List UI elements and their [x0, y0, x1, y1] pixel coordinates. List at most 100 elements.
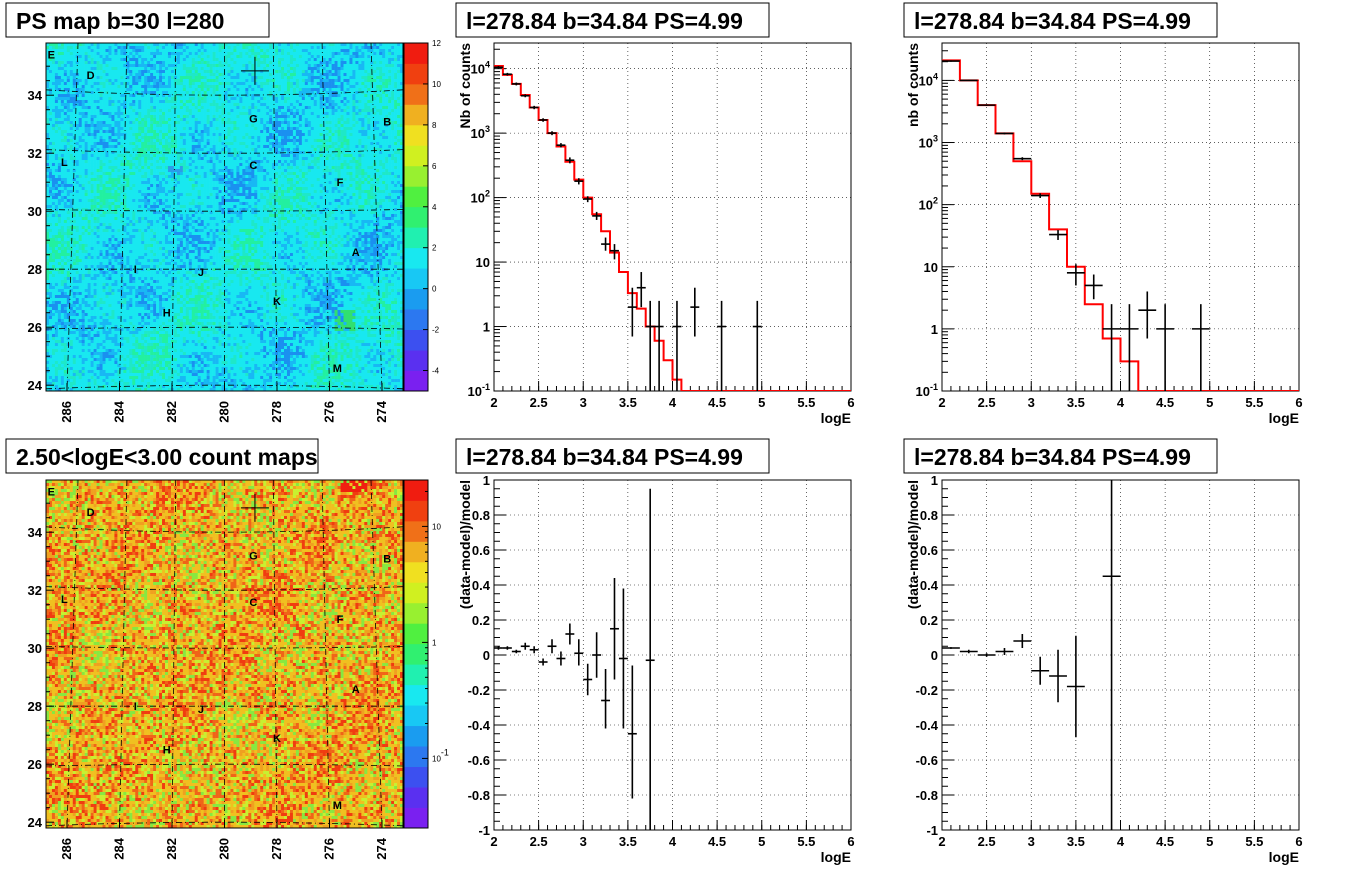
- map-pixel: [278, 160, 282, 164]
- map-pixel: [93, 73, 97, 77]
- map-pixel: [298, 67, 303, 71]
- map-pixel: [340, 73, 344, 77]
- map-pixel: [51, 61, 56, 65]
- map-pixel: [132, 115, 136, 119]
- map-pixel: [120, 166, 124, 170]
- map-pixel: [346, 115, 350, 119]
- map-pixel: [81, 43, 85, 47]
- map-pixel: [382, 139, 386, 143]
- map-pixel: [355, 139, 359, 143]
- map-pixel: [316, 109, 320, 113]
- map-pixel: [197, 49, 201, 53]
- map-pixel: [182, 97, 187, 101]
- map-pixel: [260, 133, 264, 137]
- map-pixel: [138, 52, 142, 56]
- map-pixel: [319, 43, 323, 47]
- map-pixel: [194, 151, 199, 155]
- map-pixel: [236, 166, 240, 170]
- map-pixel: [248, 61, 252, 65]
- map-pixel: [197, 121, 201, 125]
- map-pixel: [57, 61, 62, 65]
- map-pixel: [263, 106, 267, 110]
- map-pixel: [382, 85, 386, 89]
- map-pixel: [51, 79, 56, 83]
- map-pixel: [46, 67, 50, 71]
- map-pixel: [251, 151, 255, 155]
- map-pixel: [281, 109, 285, 113]
- map-pixel: [281, 133, 285, 137]
- map-pixel: [84, 157, 88, 161]
- map-pixel: [313, 145, 318, 149]
- map-pixel: [123, 160, 127, 164]
- map-pixel: [194, 52, 199, 56]
- map-pixel: [203, 67, 207, 71]
- map-pixel: [337, 43, 341, 47]
- map-pixel: [218, 109, 222, 113]
- map-pixel: [257, 61, 261, 65]
- map-pixel: [286, 52, 291, 56]
- map-pixel: [346, 52, 350, 56]
- map-pixel: [185, 46, 190, 50]
- map-pixel: [361, 79, 365, 83]
- map-pixel: [340, 118, 344, 122]
- map-pixel: [66, 106, 71, 110]
- map-pixel: [215, 145, 219, 149]
- map-pixel: [239, 166, 243, 170]
- map-pixel: [310, 139, 315, 143]
- map-pixel: [251, 115, 255, 119]
- map-pixel: [191, 145, 196, 149]
- map-pixel: [215, 58, 219, 62]
- map-pixel: [93, 58, 97, 62]
- map-pixel: [176, 130, 181, 134]
- map-pixel: [358, 139, 362, 143]
- map-pixel: [129, 166, 133, 170]
- map-pixel: [349, 97, 353, 101]
- map-pixel: [185, 82, 190, 86]
- map-pixel: [114, 43, 118, 47]
- map-pixel: [60, 154, 65, 158]
- map-pixel: [382, 52, 386, 56]
- map-pixel: [69, 106, 74, 110]
- map-pixel: [400, 91, 404, 95]
- map-pixel: [257, 91, 261, 95]
- map-pixel: [379, 139, 383, 143]
- map-pixel: [81, 64, 85, 68]
- map-pixel: [114, 151, 118, 155]
- map-pixel: [108, 118, 112, 122]
- map-pixel: [102, 100, 106, 104]
- map-pixel: [358, 136, 362, 140]
- map-pixel: [132, 103, 136, 107]
- map-pixel: [316, 115, 320, 119]
- map-pixel: [99, 133, 103, 137]
- map-pixel: [141, 76, 145, 80]
- map-pixel: [126, 106, 130, 110]
- map-pixel: [132, 73, 136, 77]
- map-pixel: [66, 118, 71, 122]
- map-pixel: [334, 160, 338, 164]
- map-pixel: [358, 154, 362, 158]
- map-pixel: [194, 142, 199, 146]
- map-pixel: [176, 91, 181, 95]
- map-pixel: [266, 70, 270, 74]
- map-pixel: [230, 73, 234, 77]
- map-pixel: [188, 67, 193, 71]
- map-pixel: [185, 76, 190, 80]
- map-pixel: [191, 142, 196, 146]
- map-pixel: [230, 55, 234, 59]
- map-pixel: [364, 103, 368, 107]
- map-pixel: [328, 157, 332, 161]
- map-pixel: [46, 46, 50, 50]
- map-pixel: [301, 163, 306, 167]
- map-pixel: [75, 166, 80, 170]
- map-pixel: [328, 103, 332, 107]
- map-pixel: [278, 121, 282, 125]
- map-pixel: [108, 58, 112, 62]
- map-pixel: [126, 151, 130, 155]
- map-pixel: [156, 124, 160, 128]
- map-pixel: [162, 166, 166, 170]
- map-pixel: [114, 52, 118, 56]
- map-pixel: [200, 166, 204, 170]
- map-pixel: [212, 55, 216, 59]
- map-pixel: [331, 103, 335, 107]
- map-pixel: [114, 109, 118, 113]
